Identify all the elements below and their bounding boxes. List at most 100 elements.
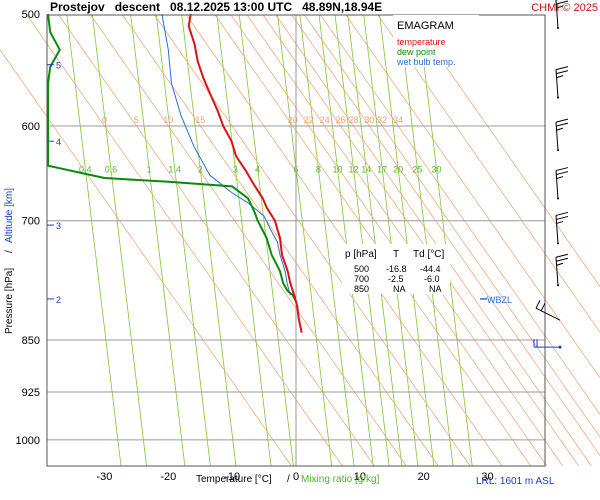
dry-adiabat-label: 0 [102, 115, 107, 125]
table-header-t: T [393, 249, 399, 260]
table-cell: 700 [354, 274, 369, 284]
pressure-tick-labels: 500 600 700 850 925 1000 [16, 9, 40, 447]
wbzl-label: WBZL [487, 295, 512, 305]
dry-adiabat-labels: 0 5 10 15 20 22 24 26 28 30 32 34 [102, 115, 403, 125]
dry-adiabat-line [90, 14, 407, 467]
legend-title: EMAGRAM [397, 20, 454, 32]
mixing-ratio-line [379, 14, 435, 467]
mixing-ratio-label: 20 [393, 165, 403, 175]
mixing-ratio-label: 0.4 [79, 165, 92, 175]
altitude-tick: 2 [56, 295, 61, 305]
temperature-tick: -30 [97, 471, 113, 483]
dry-adiabat-line [26, 14, 343, 467]
mixing-ratio-label: 1.4 [168, 165, 181, 175]
dry-adiabat-line [186, 14, 503, 467]
mixing-ratio-line [334, 14, 390, 467]
copyright: CHMI © 2025 [531, 2, 598, 14]
mixing-ratio-line [398, 14, 454, 467]
table-cell: -16.8 [386, 264, 407, 274]
table-header-td: Td [°C] [413, 249, 444, 260]
mixing-ratio-line [92, 14, 147, 467]
mixing-ratio-line [181, 14, 237, 467]
altitude-tick: 3 [56, 221, 61, 231]
pressure-tick: 925 [22, 387, 40, 399]
mixing-ratio-lines [66, 14, 473, 467]
temperature-tick: 20 [418, 471, 430, 483]
table-cell: 500 [354, 264, 369, 274]
mixing-ratio-line [155, 14, 211, 467]
table-cell: -2.5 [388, 274, 404, 284]
dry-adiabat-label: 30 [364, 115, 374, 125]
wind-barb [533, 339, 562, 349]
legend-box [393, 15, 479, 67]
table-header-p: p [hPa] [345, 249, 377, 260]
dry-adiabat-line [154, 14, 471, 467]
pressure-tick: 850 [22, 335, 40, 347]
dry-adiabat-label: 28 [348, 115, 358, 125]
dry-adiabat-label: 32 [377, 115, 387, 125]
dry-adiabat-line [409, 14, 600, 288]
wet-bulb-temp-curve [161, 13, 291, 296]
x-axis-separator: / [287, 474, 290, 485]
altitude-tick: 5 [56, 61, 61, 71]
dry-adiabat-label: 34 [393, 115, 403, 125]
dry-adiabat-line [0, 49, 292, 467]
mixing-ratio-label: 14 [361, 165, 371, 175]
table-cell: -44.4 [420, 264, 441, 274]
dry-adiabat-line [304, 14, 600, 438]
temperature-curve [187, 13, 303, 333]
dry-adiabat-line [262, 14, 579, 467]
mixing-ratio-label: 3 [233, 165, 238, 175]
temperature-tick: 0 [293, 471, 299, 483]
mixing-ratio-label: 17 [377, 165, 387, 175]
legend-dew-point: dew point [397, 47, 436, 57]
pressure-tick: 1000 [16, 435, 40, 447]
mixing-ratio-line [216, 14, 272, 467]
wind-barbs [533, 0, 569, 349]
y-axis-label-altitude: Altitude [km] [4, 188, 15, 243]
mixing-ratio-label: 4 [255, 165, 260, 175]
dry-adiabat-label: 5 [134, 115, 139, 125]
mixing-ratio-labels: 0.4 0.6 1 1.4 2 3 4 6 8 10 12 14 17 20 25 30 [79, 165, 441, 175]
mixing-ratio-line [277, 14, 333, 467]
mixing-ratio-label: 1 [147, 165, 152, 175]
pressure-tick: 500 [22, 9, 40, 21]
legend-wet-bulb: wet bulb temp. [396, 57, 456, 67]
mixing-ratio-label: 25 [412, 165, 422, 175]
table-cell: -6.0 [424, 274, 440, 284]
mixing-ratio-label: 10 [332, 165, 342, 175]
dry-adiabat-line [230, 14, 548, 467]
lrl-label: LRL: 1601 m ASL [476, 476, 555, 487]
wind-barb [555, 118, 569, 152]
mixing-ratio-label: 8 [316, 165, 321, 175]
table-cell: NA [393, 284, 406, 294]
dry-adiabat-line [377, 14, 600, 333]
x-axis-label: Temperature [°C] [196, 474, 272, 485]
dry-adiabat-label: 15 [195, 115, 205, 125]
wind-barb [535, 299, 561, 321]
pressure-tick: 600 [22, 121, 40, 133]
mixing-ratio-label: 0.6 [105, 165, 118, 175]
mixing-ratio-label: 2 [198, 165, 203, 175]
sounding-curves [47, 13, 303, 333]
dry-adiabat-label: 26 [336, 115, 346, 125]
dry-adiabat-lines [0, 14, 600, 467]
mixing-ratio-line [347, 14, 403, 467]
pressure-tick: 700 [22, 216, 40, 228]
dry-adiabat-line [275, 14, 592, 467]
dry-adiabat-label: 10 [163, 115, 173, 125]
temperature-tick: -10 [224, 471, 240, 483]
x-axis-label-mixing: Mixing ratio [g/kg] [301, 474, 380, 485]
y-axis-separator: / [4, 250, 15, 253]
dry-adiabat-line [320, 14, 600, 415]
table-cell: 850 [354, 284, 369, 294]
altitude-tick-labels: 5 4 3 2 [47, 61, 61, 305]
wind-barb [555, 253, 569, 287]
dry-adiabat-line [58, 14, 375, 467]
dry-adiabat-line [345, 14, 600, 379]
y-axis-label-group: Pressure [hPa] / Altitude [km] [4, 188, 15, 334]
wind-barb [555, 167, 569, 200]
wbzl-marker: WBZL [480, 295, 512, 305]
temperature-tick: -20 [160, 471, 176, 483]
